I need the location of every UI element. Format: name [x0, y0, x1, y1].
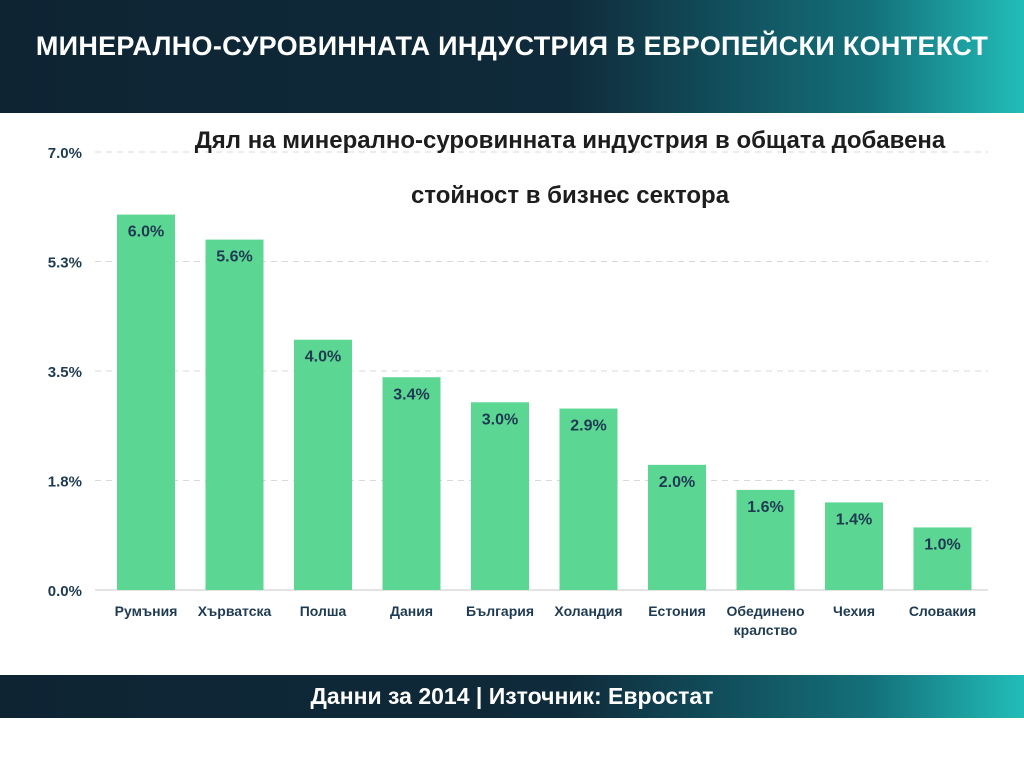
x-tick-label: България [466, 603, 534, 619]
footer-banner: Данни за 2014 | Източник: Евростат [0, 675, 1024, 718]
footer-source: Данни за 2014 | Източник: Евростат [310, 683, 714, 709]
x-tick-label: Чехия [833, 603, 875, 619]
x-tick-label: Румъния [115, 603, 178, 619]
data-label: 4.0% [305, 349, 341, 366]
header-banner: МИНЕРАЛНО-СУРОВИННАТА ИНДУСТРИЯ В ЕВРОПЕ… [0, 0, 1024, 113]
bar [559, 408, 618, 590]
bar [471, 402, 529, 590]
y-tick-label: 5.3% [48, 255, 82, 272]
bar [913, 527, 972, 590]
x-tick-label: Естония [648, 603, 706, 619]
data-label: 2.9% [570, 418, 606, 435]
data-label: 1.0% [924, 536, 960, 553]
x-tick-label: Словакия [909, 603, 976, 619]
data-label: 3.4% [393, 386, 429, 403]
y-tick-label: 3.5% [48, 364, 82, 381]
data-label: 1.6% [747, 499, 783, 516]
x-tick-label: Холандия [554, 603, 622, 619]
page-title: МИНЕРАЛНО-СУРОВИННАТА ИНДУСТРИЯ В ЕВРОПЕ… [35, 31, 989, 61]
x-tick-label: Хърватска [198, 603, 272, 619]
data-label: 6.0% [128, 224, 164, 241]
x-tick-label: Полша [300, 603, 347, 619]
bar [294, 339, 352, 590]
y-tick-label: 1.8% [48, 474, 82, 491]
chart-title: Дял на минерално-суровинната индустрия в… [194, 127, 946, 209]
x-tick-label: Обединено кралство [726, 603, 804, 638]
data-label: 2.0% [659, 474, 695, 491]
y-tick-label: 0.0% [48, 583, 82, 600]
bar [736, 489, 795, 590]
bar-chart: 0.0% 1.8% 3.5% 5.3% 7.0% 6.0% Румъния 5.6% Хърва… [48, 145, 988, 638]
y-tick-label: 7.0% [48, 145, 82, 162]
bar [117, 214, 175, 591]
x-tick-label: Дания [390, 603, 433, 619]
bar [205, 239, 264, 590]
bar [825, 502, 883, 590]
data-label: 1.4% [836, 511, 872, 528]
bar [648, 464, 706, 590]
bar [382, 377, 441, 590]
data-label: 5.6% [216, 249, 252, 266]
data-label: 3.0% [482, 411, 518, 428]
